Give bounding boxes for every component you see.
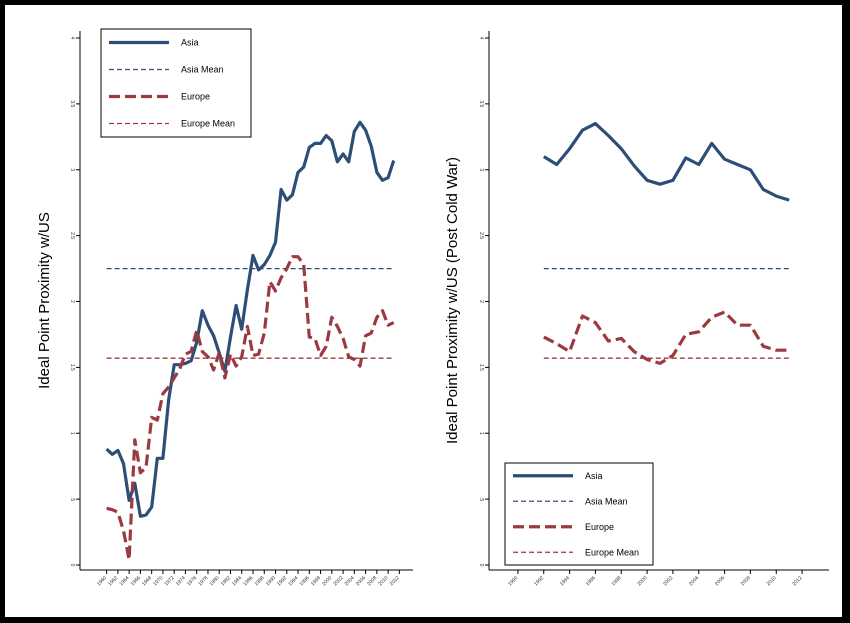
y-tick-label: 0 (69, 564, 75, 567)
x-tick-label: 1996 (585, 575, 597, 587)
chart-canvas: 0.5 1 1.5 2 2.5 3 3.5 4 1960 1962 1964 1966 1968 1970… (5, 5, 842, 617)
y-tick-label: 2.5 (478, 232, 484, 239)
legend-label: Europe Mean (585, 547, 639, 557)
x-tick-label: 2012 (389, 575, 401, 587)
x-tick-label: 2004 (688, 575, 700, 587)
x-tick-label: 2004 (344, 575, 356, 587)
y-tick-label: 3.5 (478, 100, 484, 107)
x-tick-label: 1964 (118, 575, 130, 587)
legend-label: Europe (585, 522, 614, 532)
x-tick-label: 1976 (186, 575, 198, 587)
y-tick-label: .5 (478, 497, 484, 501)
legend-label: Europe Mean (181, 119, 235, 129)
legend-box (504, 462, 654, 566)
legend-label: Asia (585, 471, 603, 481)
x-tick-label: 1984 (231, 575, 243, 587)
y-tick-label: 0 (478, 564, 484, 567)
x-tick-label: 1992 (533, 575, 545, 587)
legend-label: Asia (181, 38, 199, 48)
x-tick-label: 1974 (175, 575, 187, 587)
y-tick-label: 3 (478, 168, 484, 171)
series-europe (106, 255, 395, 562)
x-tick-label: 2002 (662, 575, 674, 587)
x-tick-label: 1992 (276, 575, 288, 587)
x-tick-label: 2006 (355, 575, 367, 587)
x-tick-label: 2006 (714, 575, 726, 587)
legend-label: Asia Mean (181, 65, 224, 75)
y-tick-label: 3.5 (69, 100, 75, 107)
y-tick-label: 2.5 (69, 232, 75, 239)
x-tick-label: 1988 (254, 575, 266, 587)
y-tick-label: 1.5 (69, 364, 75, 371)
legend-label: Asia Mean (585, 496, 628, 506)
y-axis-label: Ideal Point Proximity w/US (36, 212, 53, 389)
series-asia (542, 121, 790, 202)
x-tick-label: 2000 (321, 575, 333, 587)
x-tick-label: 1986 (242, 575, 254, 587)
x-tick-label: 1968 (141, 575, 153, 587)
legend-label: Europe (181, 92, 210, 102)
chart-panel-2: 0 .5 1 1.5 2 2.5 3 3.5 4 1990 1992 1994 1996 1998 2000… (444, 31, 829, 587)
series-asia (105, 120, 396, 518)
legend: Asia Asia Mean Europe Europe Mean (504, 462, 654, 566)
chart-panel-1: 0 .5 1 1.5 2 2.5 3 3.5 4 1960 1962 1964 1966 1968 1970… (36, 28, 413, 587)
y-tick-label: 1 (478, 432, 484, 435)
y-axis-label: Ideal Point Proximity w/US (Post Cold Wa… (444, 157, 461, 444)
x-tick-label: 1966 (130, 575, 142, 587)
x-tick-label: 1994 (287, 575, 299, 587)
x-tick-label: 1980 (209, 575, 221, 587)
x-tick-label: 1994 (559, 575, 571, 587)
x-tick-label: 2002 (332, 575, 344, 587)
x-tick-label: 2008 (366, 575, 378, 587)
x-tick-label: 2010 (766, 575, 778, 587)
x-tick-label: 2000 (636, 575, 648, 587)
x-tick-label: 1990 (507, 575, 519, 587)
y-tick-label: .5 (69, 497, 75, 501)
y-tick-label: 1.5 (478, 364, 484, 371)
x-tick-label: 1998 (310, 575, 322, 587)
y-tick-label: 3 (69, 168, 75, 171)
y-tick-label: 2 (478, 300, 484, 303)
legend: Asia Asia Mean Europe Europe Mean (100, 28, 252, 138)
x-tick-label: 1998 (611, 575, 623, 587)
x-tick-label: 2010 (377, 575, 389, 587)
x-tick-label: 1960 (96, 575, 108, 587)
x-tick-label: 1996 (299, 575, 311, 587)
x-tick-label: 1990 (265, 575, 277, 587)
x-tick-label: 1962 (107, 575, 119, 587)
y-tick-label: 1 (69, 432, 75, 435)
x-tick-label: 1982 (220, 575, 232, 587)
x-tick-label: 2008 (740, 575, 752, 587)
series-europe (543, 310, 790, 365)
y-tick-label: 2 (69, 300, 75, 303)
x-tick-label: 1970 (152, 575, 164, 587)
x-tick-label: 2012 (791, 575, 803, 587)
x-tick-label: 1972 (163, 575, 175, 587)
y-tick-label: 4 (69, 37, 75, 40)
legend-box (100, 28, 252, 138)
x-tick-label: 1978 (197, 575, 209, 587)
y-tick-label: 4 (478, 37, 484, 40)
